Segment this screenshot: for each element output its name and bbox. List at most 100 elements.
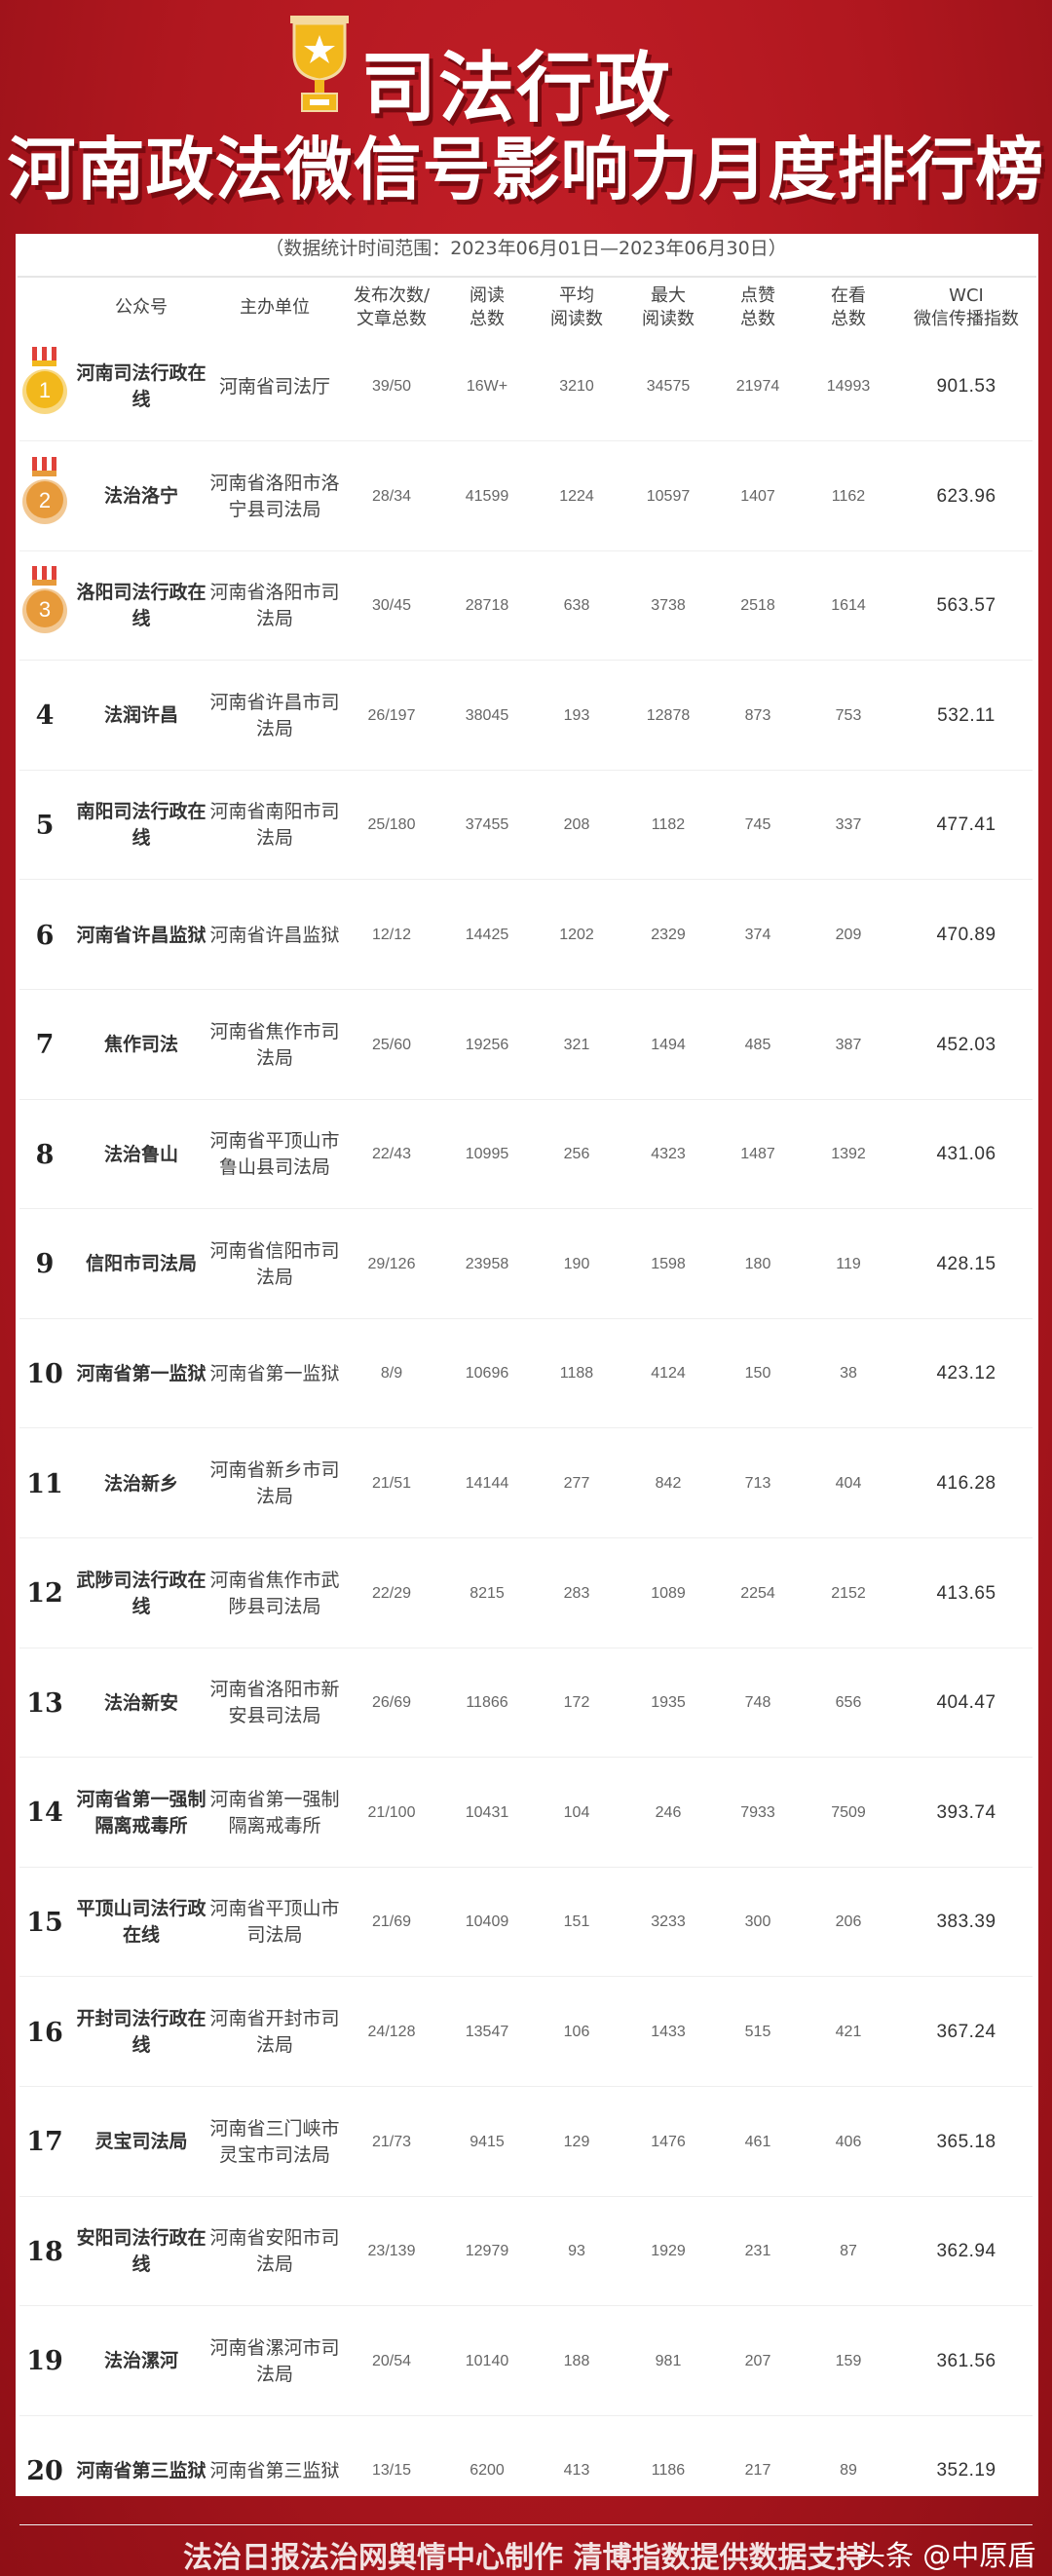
cell-posts: 13/15 (371, 2462, 412, 2480)
cell-reads: 10995 (465, 1146, 509, 1163)
host-unit: 河南省三门峡市灵宝市司法局 (209, 2117, 340, 2166)
rank-number: 13 (26, 1687, 63, 1719)
table-row: 1 河南司法行政在线 河南省司法厅 39/50 16W+ 3210 34575 21974 14… (0, 332, 1052, 441)
cell-reads: 14425 (465, 927, 509, 943)
host-unit: 河南省平顶山市鲁山县司法局 (209, 1130, 340, 1179)
cell-posts: 23/139 (367, 2243, 416, 2260)
row-divider (19, 1757, 1033, 1759)
account-name: 法治新安 (103, 1691, 178, 1714)
cell-likes: 300 (744, 1913, 771, 1931)
cell-max: 3233 (651, 1913, 686, 1931)
cell-avg: 277 (563, 1475, 590, 1492)
cell-watching: 387 (835, 1036, 862, 1053)
cell-likes: 873 (744, 706, 771, 724)
rank-number: 5 (35, 810, 55, 841)
table-row: 8 法治鲁山 河南省平顶山市鲁山县司法局 22/43 10995 256 4323 1487 1… (0, 1100, 1052, 1210)
account-name: 法治鲁山 (103, 1143, 178, 1165)
cell-posts: 24/128 (367, 2024, 416, 2040)
account-name: 河南省第一监狱 (76, 1362, 207, 1384)
cell-reads: 10696 (465, 1365, 509, 1383)
cell-watching: 89 (840, 2462, 857, 2480)
rank-number: 7 (35, 1030, 55, 1061)
cell-wci: 901.53 (936, 376, 996, 397)
row-divider (19, 989, 1033, 990)
table-row: 6 河南省许昌监狱 河南省许昌监狱 12/12 14425 1202 2329 374 209 4… (0, 881, 1052, 990)
host-unit: 河南省焦作市司法局 (209, 1020, 340, 1069)
table-row: 18 安阳司法行政在线 河南省安阳市司法局 23/139 12979 93 1929 231 8… (0, 2197, 1052, 2307)
divider (18, 276, 1036, 278)
cell-wci: 477.41 (936, 814, 996, 836)
cell-reads: 8215 (470, 1584, 505, 1602)
row-divider (19, 2195, 1033, 2197)
svg-text:2: 2 (39, 488, 51, 512)
host-unit: 河南省南阳市司法局 (209, 801, 340, 850)
cell-posts: 25/60 (371, 1036, 412, 1053)
rank-number: 16 (26, 2017, 63, 2048)
account-name: 河南省许昌监狱 (76, 924, 207, 946)
account-name: 法治新乡 (103, 1472, 178, 1495)
rank-number: 20 (26, 2455, 63, 2486)
cell-wci: 431.06 (936, 1144, 996, 1165)
account-name: 武陟司法行政在线 (76, 1569, 207, 1617)
cell-likes: 217 (744, 2462, 771, 2480)
cell-avg: 190 (563, 1255, 590, 1272)
rank-number: 9 (35, 1249, 55, 1280)
cell-reads: 38045 (465, 706, 509, 724)
cell-avg: 93 (568, 2243, 585, 2260)
host-unit: 河南省洛阳市新安县司法局 (209, 1679, 340, 1727)
account-name: 信阳市司法局 (85, 1253, 197, 1275)
cell-reads: 41599 (465, 487, 509, 505)
cell-posts: 21/100 (367, 1803, 416, 1821)
host-unit: 河南省许昌监狱 (209, 924, 340, 946)
cell-likes: 745 (744, 816, 771, 834)
host-unit: 河南省开封市司法局 (209, 2008, 340, 2056)
rank-number: 15 (26, 1907, 63, 1938)
row-divider (19, 2086, 1033, 2087)
host-unit: 河南省新乡市司法局 (209, 1459, 340, 1507)
cell-avg: 283 (563, 1584, 590, 1602)
account-name: 河南司法行政在线 (76, 362, 207, 410)
host-unit: 河南省洛阳市洛宁县司法局 (209, 472, 340, 520)
rank-number: 4 (35, 701, 55, 732)
cell-watching: 753 (835, 706, 862, 724)
cell-watching: 159 (835, 2352, 862, 2369)
cell-watching: 404 (835, 1475, 862, 1492)
rank-number: 6 (35, 920, 55, 951)
cell-max: 842 (655, 1475, 682, 1492)
host-unit: 河南省安阳市司法局 (209, 2227, 340, 2276)
cell-max: 1182 (651, 816, 686, 834)
column-header-likes: 点赞 总数 (740, 285, 775, 329)
cell-wci: 470.89 (936, 925, 996, 945)
table-row: 15 平顶山司法行政在线 河南省平顶山市司法局 21/69 10409 151 3233 30… (0, 1868, 1052, 1978)
cell-likes: 485 (744, 1036, 771, 1053)
cell-reads: 11866 (466, 1694, 508, 1712)
host-unit: 河南省平顶山市司法局 (209, 1898, 340, 1947)
cell-wci: 563.57 (936, 595, 996, 617)
cell-likes: 207 (744, 2352, 771, 2369)
row-divider (19, 769, 1033, 771)
column-header-wci: WCI 微信传播指数 (914, 285, 1019, 329)
cell-reads: 10431 (465, 1803, 509, 1821)
cell-watching: 38 (840, 1365, 857, 1383)
row-divider (19, 440, 1033, 441)
cell-avg: 106 (563, 2024, 590, 2040)
cell-avg: 129 (563, 2133, 590, 2150)
cell-max: 4323 (651, 1146, 686, 1163)
cell-reads: 10409 (465, 1913, 509, 1931)
cell-max: 1929 (651, 2243, 686, 2260)
medal-3-icon: 3 (22, 566, 67, 634)
cell-reads: 9415 (470, 2133, 505, 2150)
cell-posts: 26/197 (367, 706, 416, 724)
account-name: 法治洛宁 (103, 485, 178, 508)
cell-max: 12878 (646, 706, 691, 724)
account-name: 焦作司法 (103, 1034, 178, 1056)
cell-avg: 193 (563, 706, 590, 724)
table-row: 3 洛阳司法行政在线 河南省洛阳市司法局 30/45 28718 638 3738 2518 1… (0, 551, 1052, 662)
cell-posts: 29/126 (367, 1255, 416, 1272)
account-name: 灵宝司法局 (94, 2131, 188, 2153)
medal-2-icon: 2 (22, 456, 67, 524)
cell-wci: 416.28 (936, 1473, 996, 1494)
cell-max: 981 (655, 2352, 682, 2369)
cell-max: 1494 (651, 1036, 686, 1053)
svg-text:3: 3 (39, 597, 51, 622)
